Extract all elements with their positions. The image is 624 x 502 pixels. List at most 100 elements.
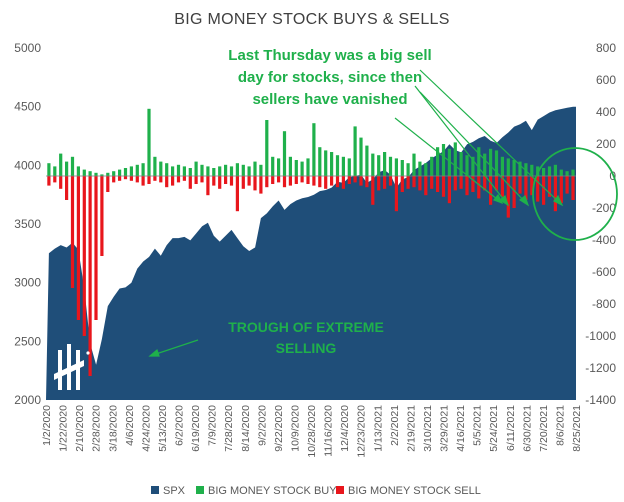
buy-bar	[247, 166, 251, 176]
buy-bar	[383, 152, 387, 176]
left-tick-label: 2000	[14, 393, 41, 407]
buy-bar	[324, 150, 328, 176]
sell-bar	[471, 176, 475, 192]
bars-group	[46, 108, 576, 376]
x-tick-label: 8/14/2020	[240, 405, 252, 452]
trough-note-line-2: SELLING	[276, 340, 337, 356]
buy-bar	[471, 156, 475, 176]
sell-bar	[553, 176, 557, 212]
x-tick-label: 5/13/2020	[157, 405, 169, 452]
sell-bar	[112, 176, 116, 183]
buy-bar	[171, 166, 175, 176]
sell-bar	[129, 176, 133, 181]
x-tick-label: 4/24/2020	[140, 405, 152, 452]
right-tick-label: -1400	[585, 393, 616, 407]
x-axis-ticks: 1/2/2020 1/22/2020 2/10/2020 2/28/2020 3/18/…	[41, 405, 583, 458]
buy-bar	[571, 169, 575, 176]
x-tick-label: 6/19/2020	[190, 405, 202, 452]
buy-bar	[512, 160, 516, 176]
buy-bar	[489, 148, 493, 176]
x-tick-label: 2/28/2020	[91, 405, 103, 452]
buy-bar	[176, 164, 181, 176]
x-tick-label: 3/18/2020	[107, 405, 119, 452]
buy-bar	[277, 158, 281, 176]
sell-bar	[82, 176, 86, 336]
buy-bar	[330, 152, 334, 176]
sell-bar	[500, 176, 504, 197]
sell-bar	[70, 176, 75, 288]
sell-bar	[312, 176, 316, 186]
sell-bar	[335, 176, 340, 188]
top-note-line-3: sellers have vanished	[252, 91, 407, 108]
sell-bar	[353, 176, 357, 183]
buy-bar	[306, 158, 310, 176]
buy-bar	[82, 169, 86, 176]
buy-bar	[453, 142, 457, 176]
x-tick-label: 6/2/2020	[174, 405, 186, 446]
buy-bar	[188, 168, 192, 176]
buy-bar	[542, 168, 546, 176]
right-tick-label: 400	[596, 105, 616, 119]
arrow-3-head	[493, 193, 504, 205]
buy-bar	[100, 174, 104, 176]
buy-bar	[430, 156, 434, 176]
trough-annotation: TROUGH OF EXTREME SELLING	[228, 319, 384, 356]
sell-bar	[494, 176, 499, 191]
sell-bar	[453, 176, 457, 191]
sell-bar	[53, 176, 57, 183]
sell-bar	[306, 176, 310, 184]
right-tick-label: -1200	[585, 361, 616, 375]
buy-bar	[524, 163, 528, 176]
buy-bar	[235, 163, 239, 176]
arrow-trough-head	[148, 348, 160, 357]
x-tick-label: 5/24/2021	[488, 405, 500, 452]
x-tick-label: 6/11/2021	[505, 405, 517, 451]
buy-bar	[353, 126, 357, 176]
buy-bar	[506, 158, 510, 176]
right-tick-label: -600	[592, 265, 616, 279]
sell-bar	[365, 176, 369, 188]
sell-bar	[447, 176, 451, 204]
sell-bar	[436, 176, 440, 192]
arrow-4-head	[553, 194, 564, 207]
buy-bar	[477, 147, 481, 176]
buy-bar	[224, 164, 228, 176]
buy-bar	[94, 172, 98, 176]
sell-bar	[441, 176, 446, 197]
sell-bar	[176, 176, 181, 183]
sell-bar	[153, 176, 157, 181]
buy-bar	[165, 163, 169, 176]
buy-bar	[394, 158, 398, 176]
buy-bar	[371, 153, 375, 176]
sell-bar	[518, 176, 522, 194]
buy-bar	[88, 171, 92, 176]
buy-bar	[547, 166, 552, 176]
x-tick-label: 8/6/2021	[554, 405, 566, 446]
arrow-2	[419, 91, 529, 206]
sell-bar	[65, 176, 69, 200]
right-tick-label: 200	[596, 137, 616, 151]
legend-swatch-sell	[336, 486, 344, 494]
x-tick-label: 7/9/2020	[207, 405, 219, 446]
buy-bar	[129, 166, 133, 176]
legend-label-spx: SPX	[163, 485, 186, 497]
buy-bar	[159, 161, 163, 176]
sell-bar	[565, 176, 569, 194]
left-tick-label: 4500	[14, 100, 41, 114]
left-axis-ticks: 2000 2500 3000 3500 4000 4500 5000	[14, 41, 41, 407]
buy-bar	[59, 153, 63, 176]
sell-bar	[277, 176, 281, 183]
buy-bar	[112, 171, 116, 176]
sell-bar	[424, 176, 428, 196]
sell-bar	[359, 176, 363, 186]
buy-bar	[76, 166, 80, 176]
x-tick-label: 3/10/2021	[422, 405, 434, 452]
x-tick-label: 10/28/2020	[306, 405, 318, 458]
left-tick-label: 3500	[14, 217, 41, 231]
buy-bar	[312, 123, 316, 176]
buy-bar	[212, 168, 216, 176]
buy-bar	[135, 164, 139, 176]
buy-bar	[559, 169, 563, 176]
buy-bar	[70, 156, 75, 176]
sell-bar	[483, 176, 487, 191]
